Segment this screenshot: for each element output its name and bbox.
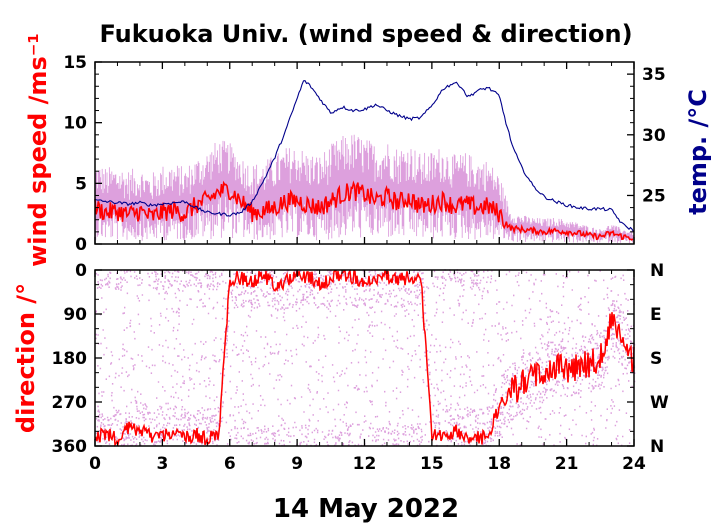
direction-scatter	[95, 269, 636, 447]
y-tick-label: 15	[63, 53, 87, 73]
y2-tick-label: 30	[642, 126, 666, 146]
compass-label: N	[650, 437, 664, 457]
temperature-line	[94, 79, 634, 232]
x-tick-label: 12	[353, 454, 377, 474]
x-tick-label: 0	[89, 454, 101, 474]
wind-speed-line	[94, 180, 634, 241]
top-y2label: temp. /°C	[684, 89, 712, 215]
bottom-frame	[94, 269, 635, 447]
x-tick-label: 6	[224, 454, 236, 474]
y-tick-label: 10	[63, 114, 87, 134]
gust-band	[94, 134, 634, 244]
y-tick-label: 5	[75, 174, 87, 194]
compass-label: E	[650, 305, 662, 325]
y-tick-label: 180	[52, 349, 88, 369]
bottom-panel: 0 3 6 9 12 15 18 21 24 0 N 90 E 180 S 270 W 360 N	[52, 261, 670, 474]
compass-label: S	[650, 349, 662, 369]
x-tick-label: 3	[156, 454, 168, 474]
x-tick-label: 15	[420, 454, 444, 474]
y-tick-label: 0	[75, 261, 87, 281]
x-tick-label: 18	[487, 454, 511, 474]
x-tick-label: 24	[622, 454, 646, 474]
y-tick-label: 90	[63, 305, 87, 325]
x-axis-label: 14 May 2022	[273, 494, 459, 524]
compass-label: N	[650, 261, 664, 281]
y2-tick-label: 25	[642, 186, 666, 206]
x-tick-label: 9	[291, 454, 303, 474]
top-panel: 0 5 10 15 25 30 35	[63, 53, 666, 255]
top-ylabel: wind speed /ms⁻¹	[24, 33, 52, 267]
compass-label: W	[650, 393, 669, 413]
y-tick-label: 0	[75, 235, 87, 255]
bottom-ylabel: direction /°	[12, 283, 40, 433]
x-tick-label: 21	[555, 454, 579, 474]
y-tick-label: 360	[52, 437, 88, 457]
y-tick-label: 270	[52, 393, 88, 413]
wind-direction-line	[94, 269, 635, 448]
y2-tick-label: 35	[642, 65, 666, 85]
chart-title: Fukuoka Univ. (wind speed & direction)	[99, 20, 632, 48]
